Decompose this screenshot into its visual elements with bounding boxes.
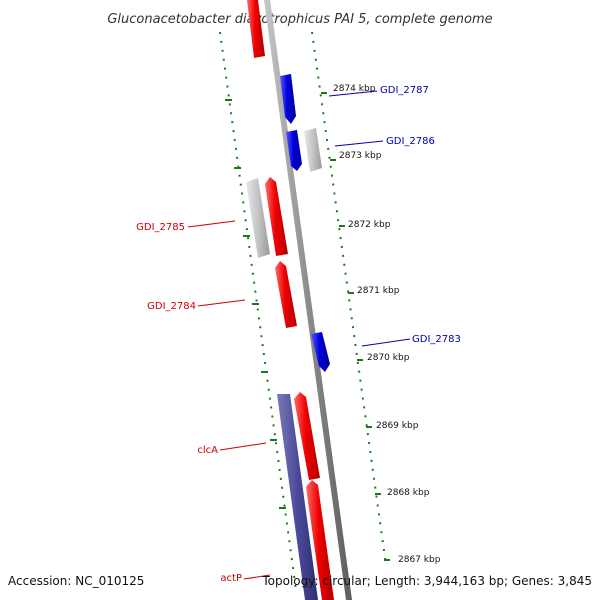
leader-gdi-2785 xyxy=(187,220,236,228)
gene-arrow-gdi-2786 xyxy=(286,130,302,171)
grey-feature xyxy=(246,178,270,258)
leader-gdi-2786 xyxy=(334,140,384,147)
reverse-genes xyxy=(280,74,330,372)
genome-summary-text: Topology: circular; Length: 3,944,163 bp… xyxy=(262,574,592,588)
leader-clca xyxy=(219,442,267,451)
gene-arrow-gdi-2784 xyxy=(275,261,297,328)
gene-arrow-top xyxy=(247,0,265,58)
outer-tick-ring xyxy=(311,31,390,566)
tick-label-2870: 2870 kbp xyxy=(367,353,410,363)
tick-label-2873: 2873 kbp xyxy=(339,151,382,161)
map-title: Gluconacetobacter diazotrophicus PAI 5, … xyxy=(107,12,492,27)
other-features xyxy=(246,128,322,258)
leader-gdi-2787 xyxy=(328,90,378,97)
gene-arrow-clca xyxy=(294,392,320,480)
gene-label-gdi-2786: GDI_2786 xyxy=(386,136,435,147)
gene-arrow-actp xyxy=(306,480,334,600)
leader-gdi-2783 xyxy=(361,338,411,347)
inner-dotted-ring xyxy=(219,31,297,591)
tick-label-2871: 2871 kbp xyxy=(357,286,400,296)
leader-gdi-2784 xyxy=(197,299,246,307)
gene-label-gdi-2787: GDI_2787 xyxy=(380,85,429,96)
leader-actp xyxy=(243,574,271,580)
gene-label-gdi-2783: GDI_2783 xyxy=(412,334,461,345)
accession-text: Accession: NC_010125 xyxy=(8,574,145,588)
gene-label-actp: actP xyxy=(220,573,242,584)
region-band xyxy=(277,394,318,600)
inner-tick-ring xyxy=(219,31,297,591)
tick-label-2874: 2874 kbp xyxy=(333,84,376,94)
gene-labels: GDI_2787 GDI_2786 GDI_2783 GDI_2785 GDI_… xyxy=(136,85,461,584)
label-leaders xyxy=(187,90,411,580)
outer-dotted-ring xyxy=(311,31,387,566)
gene-arrow-gdi-2785 xyxy=(265,177,288,256)
tick-labels: 2874 kbp 2873 kbp 2872 kbp 2871 kbp 2870… xyxy=(333,84,441,565)
gene-label-clca: clcA xyxy=(197,445,218,456)
major-ticks xyxy=(321,92,390,561)
tick-label-2868: 2868 kbp xyxy=(387,488,430,498)
inner-ticks xyxy=(225,99,286,509)
genome-backbone xyxy=(264,0,352,600)
grey-feature xyxy=(304,128,322,172)
tick-label-2872: 2872 kbp xyxy=(348,220,391,230)
gene-label-gdi-2785: GDI_2785 xyxy=(136,222,185,233)
forward-genes xyxy=(247,0,334,600)
tick-label-2867: 2867 kbp xyxy=(398,555,441,565)
gene-label-gdi-2784: GDI_2784 xyxy=(147,301,196,312)
gene-arrow-gdi-2783 xyxy=(311,332,330,372)
tick-label-2869: 2869 kbp xyxy=(376,421,419,431)
gene-arrow-gdi-2787 xyxy=(280,74,296,124)
